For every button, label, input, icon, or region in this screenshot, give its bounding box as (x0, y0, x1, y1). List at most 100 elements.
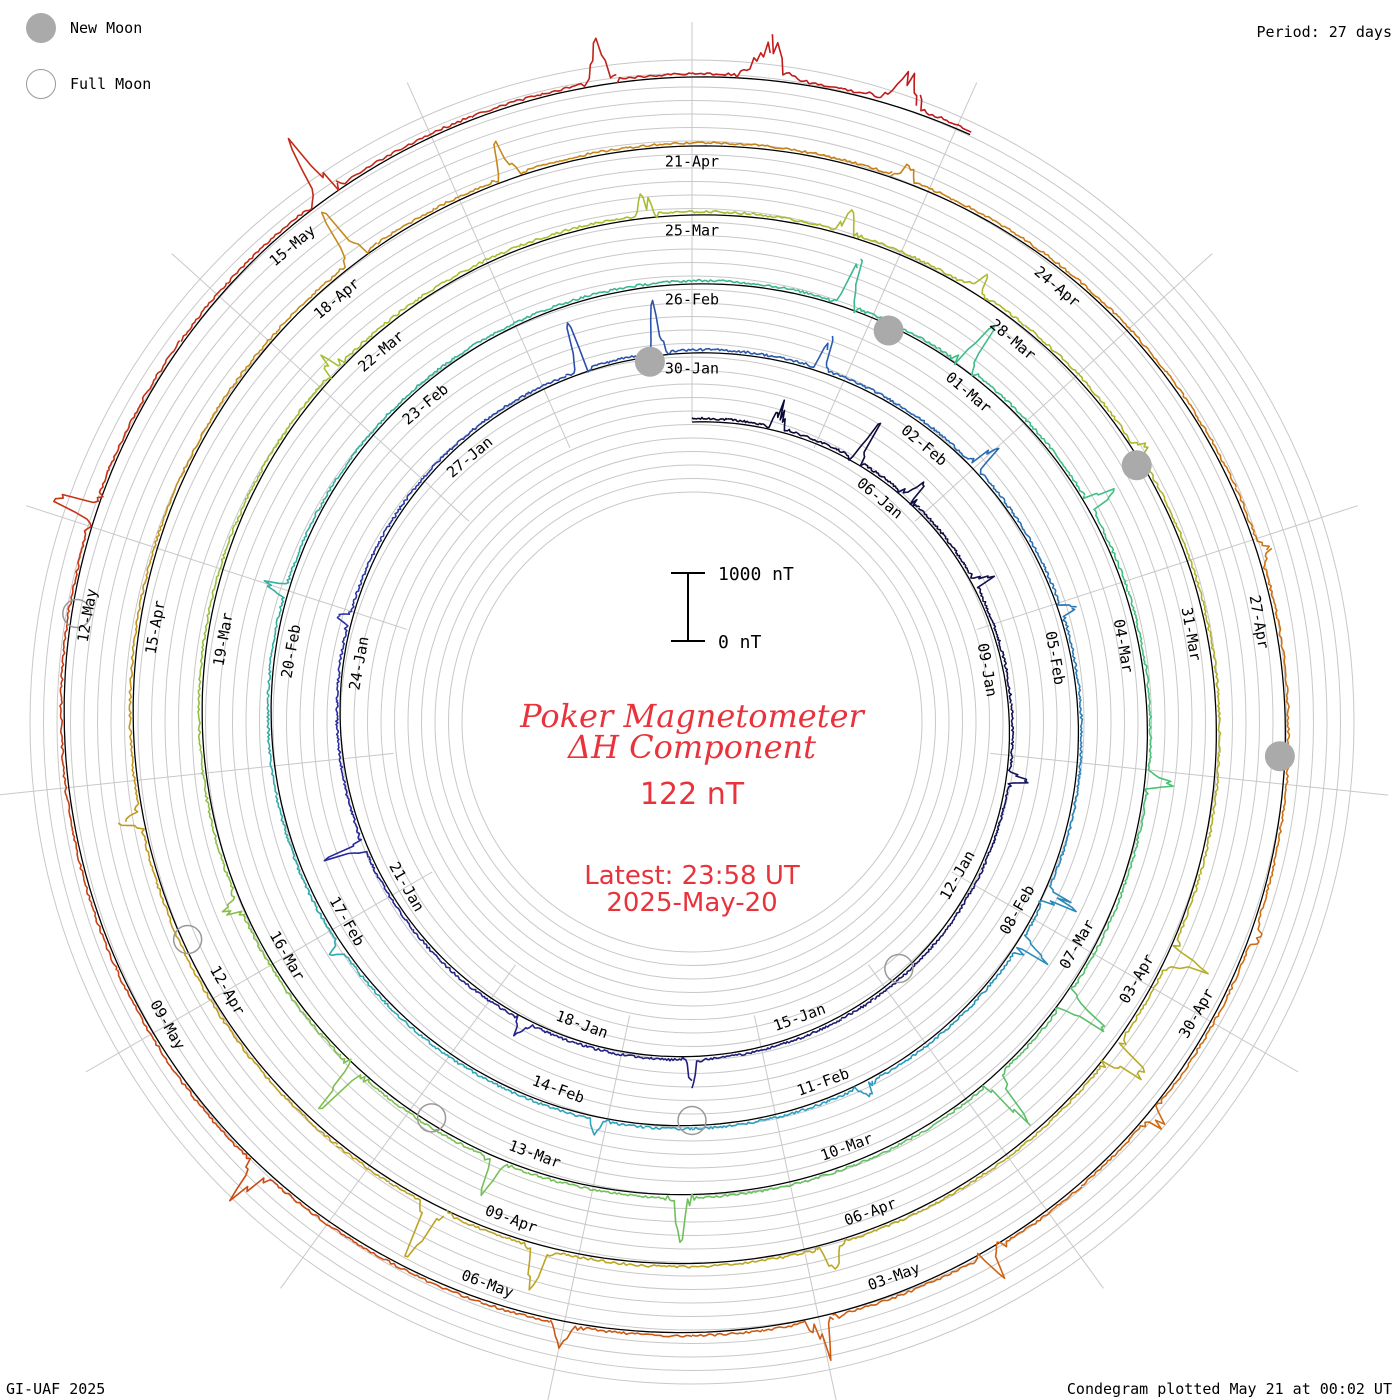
series-segment (1009, 919, 1049, 966)
new-moon-icon (26, 13, 56, 43)
series-segment (90, 901, 118, 971)
series-segment (890, 163, 955, 201)
series-segment (691, 1054, 732, 1089)
series-segment (785, 1099, 831, 1117)
date-label: 08-Feb (996, 882, 1039, 938)
footer-credit: GI-UAF 2025 (6, 1380, 106, 1398)
date-label: 27-Jan (443, 433, 496, 482)
series-segment (337, 742, 347, 784)
series-segment (271, 598, 285, 649)
series-segment (1001, 1042, 1033, 1123)
series-segment (108, 403, 142, 471)
series-segment (613, 1052, 654, 1060)
series-segment (426, 1123, 477, 1152)
series-segment (581, 1186, 637, 1197)
series-segment (1119, 317, 1166, 371)
legend-full-moon: Full Moon (26, 69, 151, 99)
series-segment (778, 342, 829, 369)
grid-spoke (753, 1015, 837, 1400)
full-moon-marker (172, 924, 203, 955)
series-segment (982, 596, 997, 632)
series-segment (335, 147, 405, 185)
series-segment (542, 294, 592, 312)
series-segment (203, 579, 217, 637)
series-segment (493, 140, 560, 183)
series-segment (171, 438, 202, 498)
series-segment (632, 193, 693, 219)
series-segment (933, 1171, 989, 1206)
series-segment (648, 299, 693, 355)
series-segment (1044, 569, 1077, 608)
series-segment (829, 1080, 874, 1101)
series-segment (413, 357, 454, 392)
series-segment (1076, 744, 1083, 791)
series-segment (953, 199, 1015, 234)
series-segment (197, 692, 202, 751)
legend-new-moon: New Moon (26, 13, 142, 43)
series-segment (427, 442, 459, 474)
series-segment (636, 1193, 693, 1244)
series-segment (434, 179, 496, 211)
series-segment (1067, 789, 1080, 836)
series-segment (727, 417, 764, 426)
series-segment (438, 959, 471, 988)
series-segment (620, 1331, 693, 1338)
series-segment (425, 1038, 466, 1069)
series-segment (903, 947, 933, 976)
series-segment (279, 137, 340, 233)
grid-spoke (547, 1015, 631, 1400)
series-segment (987, 1132, 1038, 1173)
series-segment (742, 281, 795, 291)
series-segment (318, 1053, 382, 1110)
series-segment (1123, 988, 1155, 1046)
series-segment (328, 930, 359, 972)
series-segment (129, 623, 138, 690)
series-segment (930, 917, 956, 948)
series-segment (234, 472, 261, 526)
series-segment (403, 115, 472, 149)
series-segment (746, 1181, 802, 1195)
series-segment (274, 795, 291, 844)
series-segment (730, 1047, 770, 1057)
series-segment (471, 92, 544, 119)
series-segment (644, 1125, 693, 1131)
series-segment (476, 1150, 528, 1197)
series-segment (794, 263, 858, 303)
series-segment (1018, 412, 1056, 453)
grid-circle (407, 437, 977, 1007)
series-segment (948, 993, 982, 1029)
series-segment (336, 615, 349, 661)
series-segment (1163, 369, 1205, 428)
series-segment (754, 1246, 818, 1263)
full-moon-icon (26, 69, 56, 99)
scale-bar: 1000 nT 0 nT (671, 564, 794, 653)
grid-spoke (867, 964, 1104, 1289)
series-segment (210, 999, 248, 1054)
series-segment (502, 1008, 539, 1037)
series-segment (593, 1119, 645, 1136)
series-segment (1203, 426, 1237, 488)
full-moon-marker (884, 953, 914, 984)
series-segment (320, 211, 378, 285)
series-segment (452, 331, 497, 360)
grid-circle (394, 424, 990, 1020)
series-segment (266, 697, 271, 747)
series-segment (691, 347, 736, 353)
series-segment (1008, 740, 1028, 782)
series-segment (628, 1263, 693, 1269)
series-segment (751, 212, 811, 225)
title-line1: Poker Magnetometer (519, 697, 865, 735)
series-segment (526, 375, 567, 395)
series-segment (989, 814, 1003, 852)
date-label: 09-May (146, 997, 189, 1053)
series-segment (270, 964, 303, 1013)
series-segment (691, 416, 728, 421)
series-segment (1216, 690, 1222, 753)
series-segment (980, 958, 1012, 995)
series-segment (840, 997, 875, 1020)
series-segment (738, 1113, 786, 1126)
grid-circle (421, 451, 963, 993)
series-segment (266, 647, 274, 698)
series-segment (1108, 541, 1128, 592)
series-segment (935, 430, 972, 460)
